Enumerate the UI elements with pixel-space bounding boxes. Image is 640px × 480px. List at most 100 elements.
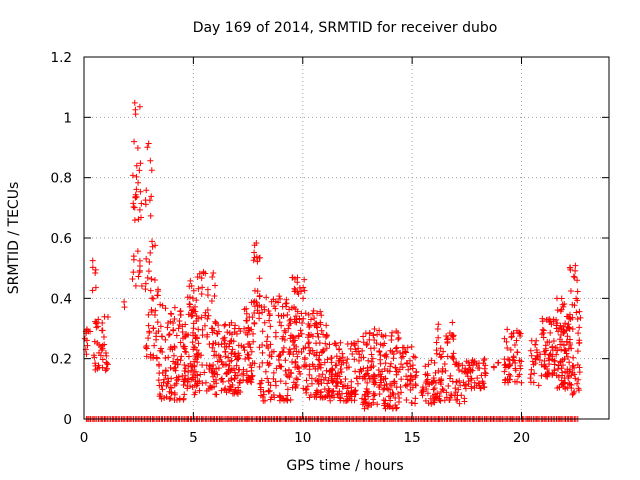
data-point [198, 314, 205, 321]
data-point [285, 325, 292, 332]
data-point [209, 325, 216, 332]
data-point [306, 322, 313, 329]
data-point [103, 365, 110, 372]
data-point [259, 328, 266, 335]
data-point [391, 380, 398, 387]
data-point [226, 329, 233, 336]
data-point [542, 342, 549, 349]
data-point [370, 379, 377, 386]
data-point [270, 369, 277, 376]
data-point [343, 364, 350, 371]
data-point [283, 296, 290, 303]
data-point [382, 405, 389, 412]
data-point [241, 347, 248, 354]
data-point [389, 405, 396, 412]
data-point [194, 359, 201, 366]
data-point [159, 386, 166, 393]
data-point [222, 385, 229, 392]
data-point [272, 298, 279, 305]
data-point [542, 351, 549, 358]
data-point [427, 395, 434, 402]
data-point [204, 291, 211, 298]
data-point [182, 365, 189, 372]
data-point [206, 366, 213, 373]
data-point [433, 339, 440, 346]
data-point [212, 340, 219, 347]
data-point [264, 375, 271, 382]
data-point [528, 337, 535, 344]
data-point [504, 356, 511, 363]
data-point [559, 356, 566, 363]
data-point [381, 382, 388, 389]
data-point [91, 354, 98, 361]
data-point [84, 342, 91, 349]
data-point [467, 368, 474, 375]
data-point [312, 365, 319, 372]
data-point [360, 333, 367, 340]
data-point [99, 345, 106, 352]
data-point [193, 312, 200, 319]
data-point [370, 390, 377, 397]
data-point [166, 395, 173, 402]
data-point [564, 333, 571, 340]
data-point [228, 357, 235, 364]
data-point [403, 373, 410, 380]
data-point [243, 305, 250, 312]
data-point [215, 328, 222, 335]
data-point [142, 344, 149, 351]
data-point [292, 318, 299, 325]
data-point [538, 331, 545, 338]
data-point [145, 322, 152, 329]
data-point [177, 308, 184, 315]
data-point [395, 329, 402, 336]
data-point [172, 364, 179, 371]
data-point [528, 352, 535, 359]
data-point [290, 334, 297, 341]
data-point [428, 400, 435, 407]
data-point [142, 280, 149, 287]
data-point [186, 301, 193, 308]
data-point [232, 322, 239, 329]
data-point [408, 343, 415, 350]
data-point [282, 300, 289, 307]
data-point [189, 339, 196, 346]
data-point [560, 328, 567, 335]
data-point [121, 298, 128, 305]
data-point [212, 376, 219, 383]
data-point [292, 364, 299, 371]
data-point [455, 363, 462, 370]
data-point [503, 338, 510, 345]
data-point [271, 394, 278, 401]
data-point [266, 387, 273, 394]
data-point [187, 360, 194, 367]
data-point [556, 384, 563, 391]
data-point [307, 316, 314, 323]
data-point [494, 359, 501, 366]
data-point [232, 387, 239, 394]
data-point [390, 378, 397, 385]
data-point [449, 319, 456, 326]
data-point [377, 341, 384, 348]
data-point [568, 345, 575, 352]
data-point [253, 240, 260, 247]
data-point [398, 389, 405, 396]
data-point [513, 327, 520, 334]
data-point [448, 332, 455, 339]
data-point [194, 378, 201, 385]
data-point [386, 404, 393, 411]
gridlines [84, 57, 609, 419]
data-point [440, 387, 447, 394]
data-point [291, 288, 298, 295]
data-point [456, 400, 463, 407]
data-point [424, 390, 431, 397]
data-point [455, 386, 462, 393]
data-point [353, 375, 360, 382]
data-point [506, 376, 513, 383]
data-point [430, 374, 437, 381]
data-point [323, 345, 330, 352]
data-point [576, 339, 583, 346]
data-point [282, 357, 289, 364]
data-point [244, 379, 251, 386]
data-point [367, 345, 374, 352]
data-point [344, 397, 351, 404]
